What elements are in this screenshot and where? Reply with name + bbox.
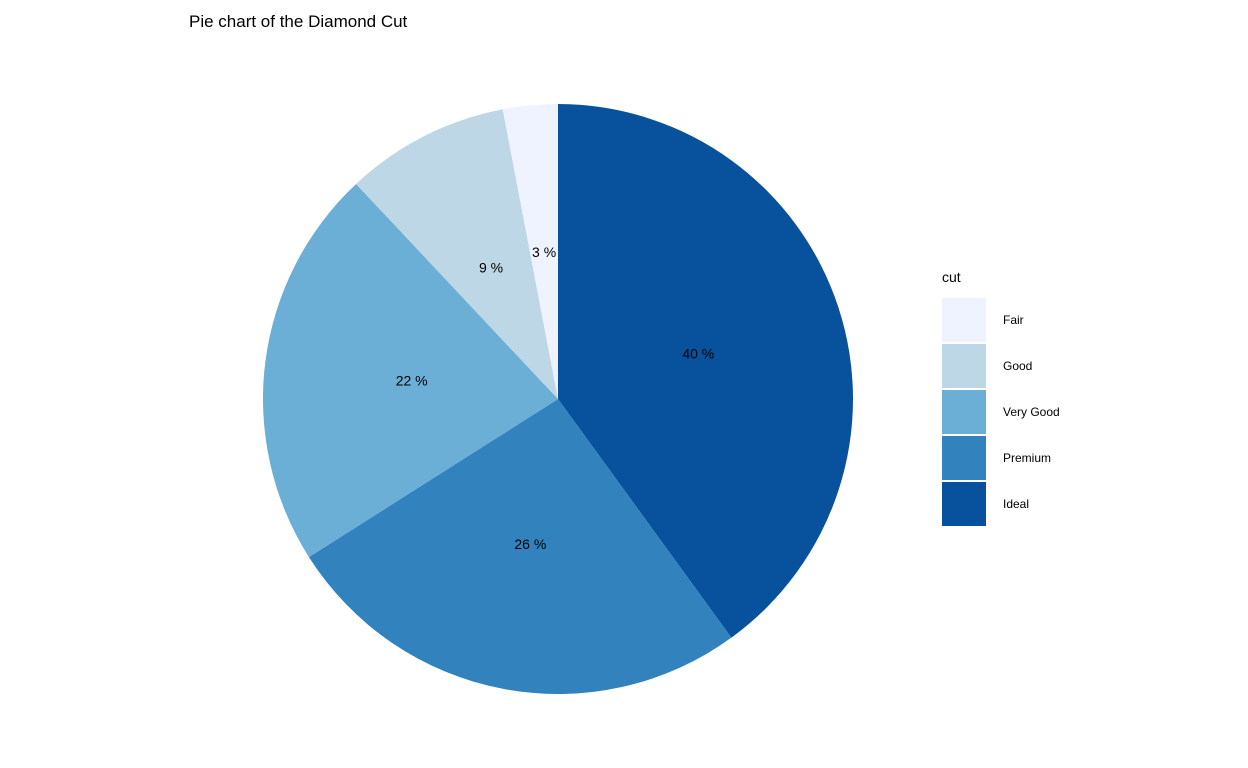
slice-fair [502,104,558,399]
slice-labels: 40 % 26 % 22 % 9 % 3 % [396,244,715,552]
slice-very-good [262,183,558,558]
legend-label-ideal: Ideal [1003,497,1029,511]
legend-title: cut [942,269,961,285]
legend-label-very-good: Very Good [1003,405,1060,419]
legend-label-fair: Fair [1003,313,1024,327]
legend: cut Fair Good Very Good Premium Ideal [942,269,1060,526]
slice-label-ideal: 40 % [682,345,714,361]
legend-swatch-ideal [942,482,986,526]
slice-label-premium: 26 % [514,536,546,552]
legend-swatch-very-good [942,390,986,434]
slice-ideal [558,104,854,638]
slice-premium [308,399,732,694]
pie-slices [262,104,854,694]
slice-good [356,109,558,400]
legend-label-good: Good [1003,359,1032,373]
slice-label-very-good: 22 % [396,373,428,389]
legend-swatch-fair [942,298,986,342]
slice-label-good: 9 % [479,260,503,276]
legend-swatch-premium [942,436,986,480]
legend-label-premium: Premium [1003,451,1051,465]
chart-title: Pie chart of the Diamond Cut [189,12,408,31]
legend-swatch-good [942,344,986,388]
slice-label-fair: 3 % [532,244,556,260]
